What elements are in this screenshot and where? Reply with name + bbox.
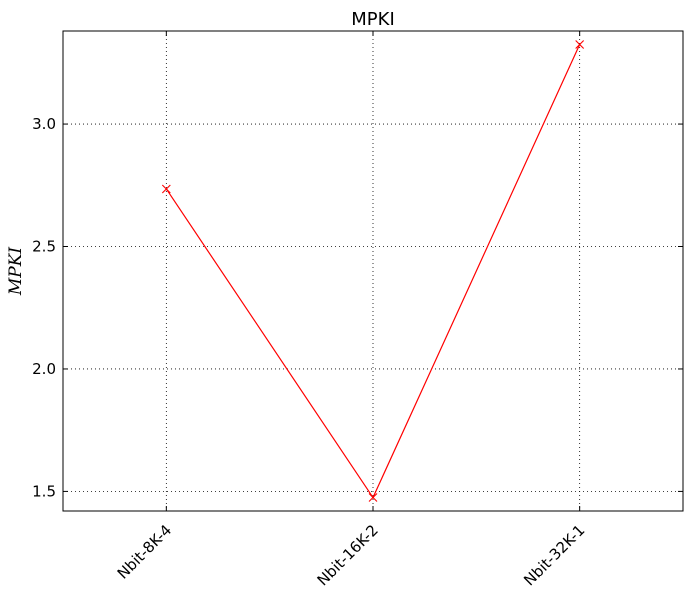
y-tick-label: 3.0 bbox=[32, 115, 56, 133]
y-tick-label: 2.5 bbox=[32, 238, 56, 256]
chart-title: MPKI bbox=[351, 9, 395, 30]
y-tick-labels: 1.5 2.0 2.5 3.0 bbox=[32, 115, 56, 500]
tick-marks bbox=[63, 31, 683, 511]
data-point-marker bbox=[161, 184, 171, 194]
data-point-marker bbox=[575, 40, 585, 49]
series-layer bbox=[161, 40, 585, 502]
y-tick-label: 1.5 bbox=[32, 482, 56, 500]
grid-lines bbox=[63, 31, 683, 511]
y-tick-label: 2.0 bbox=[32, 360, 56, 378]
data-point-marker bbox=[368, 493, 378, 502]
y-axis-label: MPKI bbox=[6, 247, 26, 297]
